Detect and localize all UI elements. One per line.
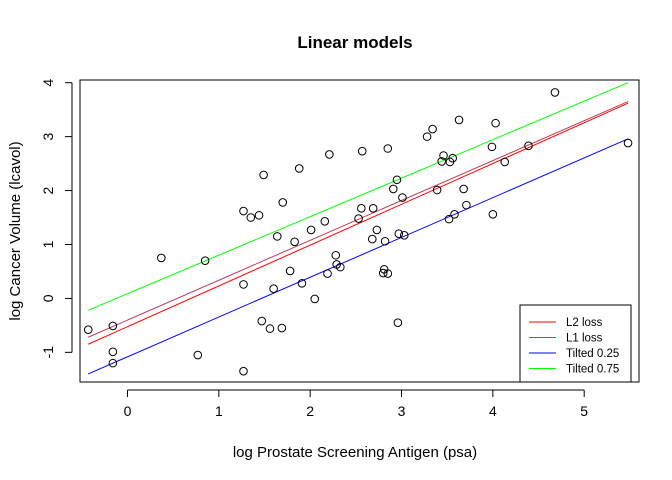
- data-point: [325, 150, 334, 159]
- data-point: [83, 325, 93, 334]
- line-tilted-0-75: [88, 82, 629, 311]
- data-point: [392, 175, 402, 185]
- data-point: [378, 268, 388, 278]
- legend: L2 loss L1 loss Tilted 0.25 Tilted 0.75: [519, 304, 632, 383]
- data-point: [368, 204, 378, 213]
- data-point: [388, 184, 398, 194]
- data-point: [294, 164, 304, 173]
- data-point: [394, 229, 404, 238]
- data-point: [500, 157, 510, 167]
- data-point: [383, 269, 393, 278]
- legend-label-l1-loss: L1 loss: [566, 333, 603, 345]
- data-point: [437, 157, 447, 166]
- y-tick-label: 3: [40, 133, 56, 141]
- x-tick-label: 3: [398, 403, 406, 419]
- x-tick-label: 1: [215, 403, 223, 419]
- data-point: [383, 144, 393, 153]
- x-tick-label: 5: [580, 403, 588, 419]
- data-point: [459, 184, 468, 194]
- x-tick-label: 4: [489, 403, 497, 419]
- data-point: [269, 284, 278, 294]
- data-point: [428, 124, 437, 134]
- data-point: [354, 214, 363, 223]
- x-axis-label: log Prostate Screening Antigen (psa): [233, 444, 477, 461]
- data-point: [357, 146, 367, 156]
- y-tick-label: -1: [40, 346, 56, 359]
- line-l1-loss: [88, 101, 629, 338]
- data-point: [285, 266, 295, 276]
- data-point: [323, 269, 332, 278]
- data-point: [444, 214, 454, 224]
- data-point: [398, 193, 407, 202]
- data-point: [297, 279, 307, 288]
- data-point: [380, 236, 390, 246]
- data-point: [367, 234, 377, 244]
- data-point: [272, 232, 282, 241]
- data-point: [491, 118, 500, 128]
- data-point: [320, 216, 330, 226]
- data-point: [239, 280, 248, 289]
- data-point: [357, 204, 366, 213]
- data-point: [623, 138, 633, 148]
- data-point: [156, 253, 166, 263]
- legend-label-tilted-0-75: Tilted 0.75: [566, 364, 619, 376]
- data-point: [488, 209, 498, 219]
- data-point: [550, 88, 560, 97]
- data-point: [239, 366, 248, 376]
- data-point: [200, 256, 210, 265]
- data-point: [277, 323, 287, 333]
- data-point: [331, 250, 341, 260]
- model-lines: [88, 82, 629, 375]
- data-point: [524, 141, 533, 151]
- chart-title: Linear models: [297, 33, 412, 52]
- y-axis-label: log Cancer Volume (lcavol): [7, 141, 24, 320]
- y-tick-label: 1: [40, 240, 56, 248]
- data-point: [372, 225, 382, 235]
- y-tick-label: 4: [40, 79, 56, 87]
- data-point: [454, 115, 464, 125]
- data-point: [239, 206, 248, 216]
- data-point: [257, 316, 267, 326]
- data-point: [254, 211, 264, 220]
- data-point: [450, 209, 459, 219]
- data-point: [422, 132, 432, 141]
- data-point: [432, 185, 442, 195]
- x-axis: 0 1 2 3 4 5: [124, 389, 588, 419]
- data-point: [246, 213, 256, 222]
- legend-label-tilted-0-25: Tilted 0.25: [566, 348, 619, 360]
- data-point: [439, 151, 448, 160]
- data-point: [108, 347, 118, 357]
- data-point: [399, 231, 409, 240]
- data-points: [83, 88, 633, 376]
- data-point: [306, 225, 316, 235]
- data-point: [336, 262, 345, 272]
- x-tick-label: 0: [124, 403, 132, 419]
- line-tilted-0-25: [88, 138, 629, 375]
- y-axis: -1 0 1 2 3 4: [40, 79, 73, 359]
- y-tick-label: 0: [40, 294, 56, 302]
- data-point: [265, 324, 275, 333]
- data-point: [448, 153, 457, 163]
- data-point: [108, 321, 118, 331]
- legend-label-l2-loss: L2 loss: [566, 317, 603, 329]
- data-point: [310, 294, 320, 304]
- line-l2-loss: [88, 102, 629, 345]
- data-point: [108, 358, 118, 368]
- plot-frame: [79, 79, 640, 383]
- legend-box: [519, 304, 632, 383]
- data-point: [393, 318, 403, 327]
- data-point: [290, 237, 299, 247]
- data-point: [462, 200, 471, 210]
- data-point: [259, 170, 268, 180]
- x-tick-label: 2: [306, 403, 314, 419]
- data-point: [193, 350, 203, 360]
- data-point: [278, 198, 288, 207]
- data-point: [487, 142, 497, 152]
- y-tick-label: 2: [40, 186, 56, 194]
